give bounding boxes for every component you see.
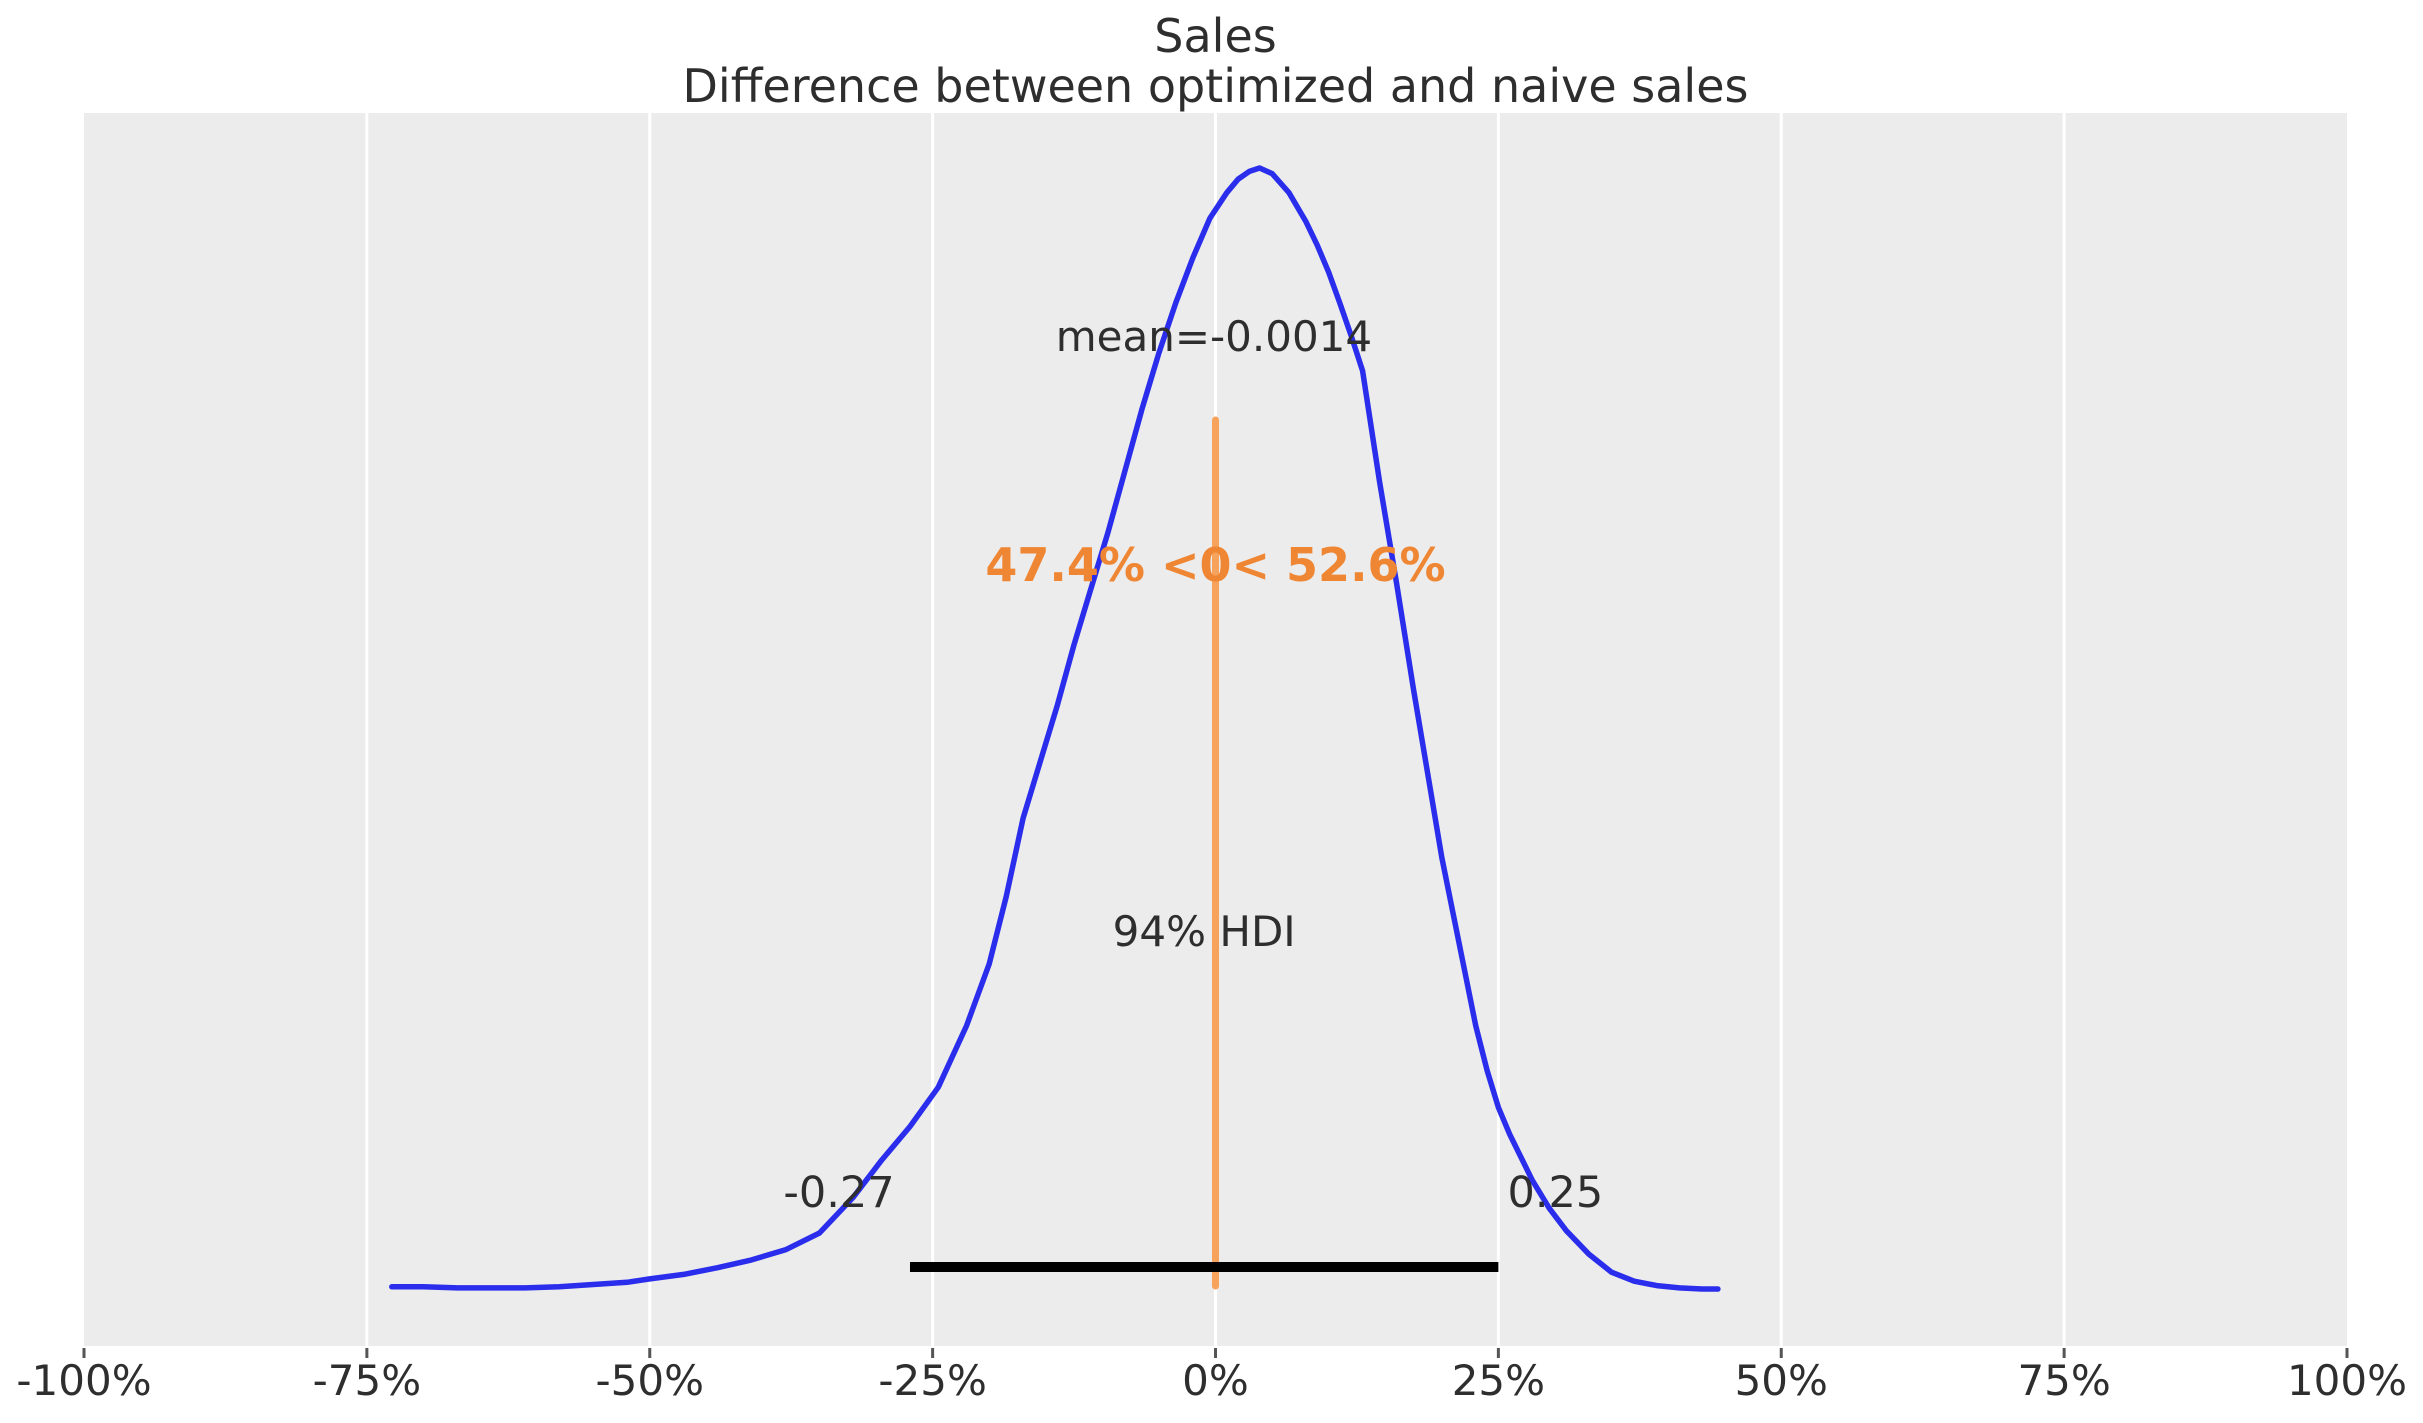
x-tick-label: -100% <box>16 1356 151 1405</box>
x-tick-label: -50% <box>595 1356 704 1405</box>
x-tick-label: -25% <box>878 1356 987 1405</box>
ref-val-label: 47.4% <0< 52.6% <box>985 538 1445 592</box>
hdi-lower-label: -0.27 <box>783 1168 894 1218</box>
x-tick-label: 100% <box>2287 1356 2407 1405</box>
kde-curve <box>389 165 1721 1292</box>
hdi-upper-label: 0.25 <box>1508 1168 1604 1218</box>
gridlines <box>365 113 2066 1346</box>
x-tick-label: -75% <box>313 1356 422 1405</box>
chart-title-line1: Sales <box>1154 9 1276 63</box>
x-tick-label: 0% <box>1182 1356 1249 1405</box>
mean-label: mean=-0.0014 <box>1056 312 1372 361</box>
x-axis: -100% -75% -50% -25% 0% 25% 50% 75% 100% <box>16 1348 2407 1405</box>
x-tick-label: 75% <box>2017 1356 2110 1405</box>
x-tick-label: 25% <box>1452 1356 1545 1405</box>
chart-title-line2: Difference between optimized and naive s… <box>683 59 1749 113</box>
x-tick-label: 50% <box>1735 1356 1828 1405</box>
hdi-label: 94% HDI <box>1113 907 1296 956</box>
